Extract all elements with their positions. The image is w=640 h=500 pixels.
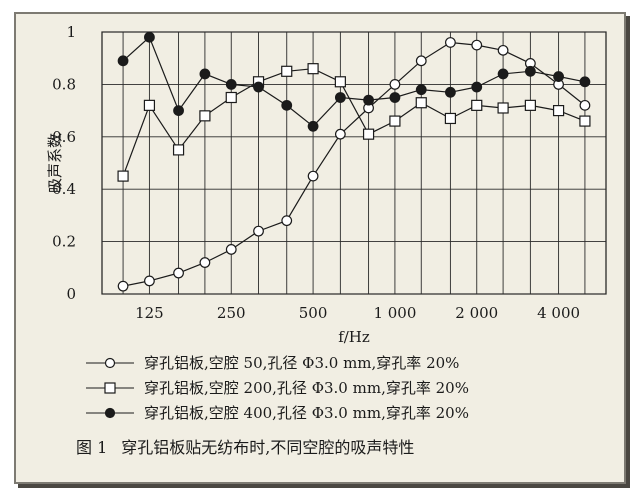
filled-circle-point bbox=[199, 68, 211, 80]
open-square-point bbox=[579, 115, 591, 127]
open-square-point bbox=[334, 76, 346, 88]
y-tick-label: 0.4 bbox=[52, 180, 76, 198]
figure-caption: 图 1 穿孔铝板贴无纺布时,不同空腔的吸声特性 bbox=[76, 434, 428, 458]
open-circle-point bbox=[307, 170, 319, 182]
series-2 bbox=[117, 63, 591, 182]
filled-circle-point bbox=[334, 92, 346, 103]
y-tick-label: 0.6 bbox=[52, 128, 76, 146]
open-circle-point bbox=[445, 37, 456, 48]
figure-number: 图 1 bbox=[76, 438, 108, 457]
x-tick-label: 2 000 bbox=[455, 304, 498, 322]
open-circle-point bbox=[225, 244, 237, 255]
open-circle-point bbox=[415, 55, 427, 67]
filled-circle-point bbox=[471, 81, 483, 93]
open-square-point bbox=[415, 97, 427, 109]
y-tick-label: 0 bbox=[66, 285, 76, 303]
filled-circle-point bbox=[415, 84, 427, 96]
filled-circle-point bbox=[553, 71, 564, 82]
filled-circle-point bbox=[117, 55, 129, 67]
open-square-point bbox=[143, 99, 156, 111]
open-circle-point bbox=[579, 99, 591, 111]
legend-item-cavity-400: 穿孔铝板,空腔 400,孔径 Φ3.0 mm,穿孔率 20% bbox=[86, 400, 469, 425]
series-line bbox=[122, 36, 586, 128]
legend-label-cavity-400: 穿孔铝板,空腔 400,孔径 Φ3.0 mm,穿孔率 20% bbox=[144, 404, 469, 422]
open-square-point bbox=[444, 112, 457, 125]
open-circle-point bbox=[497, 44, 509, 56]
legend-label-cavity-50: 穿孔铝板,空腔 50,孔径 Φ3.0 mm,穿孔率 20% bbox=[144, 354, 460, 372]
legend: 穿孔铝板,空腔 50,孔径 Φ3.0 mm,穿孔率 20% 穿孔铝板,空腔 20… bbox=[86, 350, 469, 425]
x-axis-label: f/Hz bbox=[338, 328, 370, 344]
open-square-point bbox=[552, 104, 565, 117]
x-tick-label: 1 000 bbox=[373, 304, 416, 322]
open-circle-point bbox=[281, 215, 293, 227]
open-square-point bbox=[172, 144, 185, 156]
open-circle-point bbox=[144, 275, 155, 287]
open-square-point bbox=[117, 170, 129, 182]
legend-item-cavity-200: 穿孔铝板,空腔 200,孔径 Φ3.0 mm,穿孔率 20% bbox=[86, 375, 469, 400]
filled-circle-point bbox=[363, 94, 374, 106]
filled-circle-point bbox=[281, 99, 293, 111]
legend-label-cavity-200: 穿孔铝板,空腔 200,孔径 Φ3.0 mm,穿孔率 20% bbox=[144, 379, 469, 397]
y-tick-label: 0.2 bbox=[52, 233, 76, 251]
absorption-chart: 0 0.2 0.4 0.6 0.8 1 125 250 500 1 000 2 000 4 000 f/… bbox=[46, 23, 607, 344]
series-1 bbox=[117, 37, 591, 292]
open-square-point bbox=[362, 128, 375, 140]
filled-circle-point bbox=[524, 65, 536, 77]
x-tick-label: 125 bbox=[135, 304, 164, 322]
open-square-marker-icon bbox=[86, 381, 134, 394]
open-circle-point bbox=[117, 280, 129, 292]
filled-circle-point bbox=[445, 86, 456, 98]
x-tick-label: 4 000 bbox=[537, 304, 580, 322]
open-circle-point bbox=[389, 78, 401, 90]
open-square-point bbox=[524, 99, 536, 111]
open-circle-point bbox=[253, 225, 264, 237]
open-circle-point bbox=[173, 267, 184, 279]
filled-circle-point bbox=[389, 92, 401, 103]
series-3 bbox=[117, 31, 591, 132]
filled-circle-point bbox=[253, 81, 264, 93]
x-tick-label: 500 bbox=[299, 304, 328, 322]
legend-item-cavity-50: 穿孔铝板,空腔 50,孔径 Φ3.0 mm,穿孔率 20% bbox=[86, 350, 469, 375]
open-circle-point bbox=[471, 39, 483, 51]
filled-circle-point bbox=[497, 68, 509, 80]
filled-circle-point bbox=[173, 105, 184, 116]
figure-panel: 0 0.2 0.4 0.6 0.8 1 125 250 500 1 000 2 000 4 000 f/… bbox=[14, 12, 626, 484]
open-circle-marker-icon bbox=[86, 357, 134, 368]
filled-circle-point bbox=[225, 78, 237, 90]
open-circle-point bbox=[199, 257, 211, 268]
filled-circle-point bbox=[144, 31, 155, 43]
series-line bbox=[122, 41, 586, 287]
open-square-point bbox=[389, 115, 401, 127]
open-square-point bbox=[307, 63, 319, 75]
y-axis-label: 吸声系数 bbox=[46, 133, 64, 193]
x-tick-label: 250 bbox=[217, 304, 246, 322]
y-tick-label: 1 bbox=[66, 23, 76, 41]
y-tick-label: 0.8 bbox=[52, 75, 76, 93]
open-square-point bbox=[471, 99, 483, 111]
filled-circle-point bbox=[579, 76, 591, 88]
open-square-point bbox=[497, 102, 509, 114]
open-circle-point bbox=[334, 128, 346, 140]
open-square-point bbox=[199, 110, 211, 122]
filled-circle-marker-icon bbox=[86, 407, 134, 418]
figure-caption-text: 穿孔铝板贴无纺布时,不同空腔的吸声特性 bbox=[121, 438, 415, 457]
filled-circle-point bbox=[307, 120, 319, 132]
open-square-point bbox=[281, 65, 293, 77]
open-square-point bbox=[225, 91, 237, 104]
